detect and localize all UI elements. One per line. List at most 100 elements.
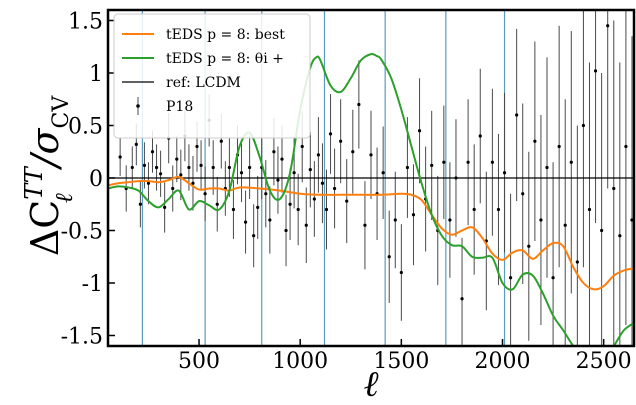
errorbar-point [159, 172, 163, 176]
y-axis-title-sup: TT [20, 165, 48, 199]
errorbar-point [163, 205, 167, 209]
errorbar-point [357, 102, 361, 107]
errorbar-point [308, 168, 312, 172]
errorbar-point [521, 192, 525, 196]
errorbar-series [118, 10, 634, 346]
errorbar-point [296, 207, 300, 212]
errorbar-point [195, 144, 199, 149]
errorbar-point [539, 218, 543, 222]
errorbar-point [581, 123, 586, 128]
series-line-2 [108, 52, 634, 346]
legend-label: ref: LCDM [166, 75, 241, 91]
errorbar-point [417, 129, 422, 133]
y-tick-label: 0 [89, 167, 103, 192]
errorbar-point [284, 228, 288, 233]
y-tick-label: -1 [82, 272, 103, 297]
errorbar-point [569, 160, 573, 164]
errorbar-point [268, 218, 272, 222]
legend-box [113, 13, 311, 139]
errorbar-point [502, 171, 507, 175]
errorbar-point [478, 134, 482, 138]
errorbar-point [399, 270, 403, 275]
legend: tEDS p = 8: best tEDS p = 8: θi + ref: LCD… [113, 13, 311, 139]
y-tick-label: 1 [89, 62, 103, 87]
errorbar-point [618, 234, 622, 238]
errorbar-point [142, 163, 147, 167]
errorbar-point [219, 139, 223, 143]
errorbar-point [430, 163, 434, 167]
y-axis-title: ΔCTTℓ/σCV [20, 95, 78, 257]
x-tick-label: 1000 [272, 349, 328, 374]
errorbar-point [272, 150, 276, 154]
line-series [108, 52, 634, 346]
errorbar-point [508, 276, 513, 280]
errorbar-point [363, 223, 367, 227]
series-line-1 [108, 175, 634, 291]
errorbar-point [448, 218, 452, 222]
x-tick-label: 2000 [475, 349, 531, 374]
x-axis-ticks: 500 1000 1500 2000 2500 [178, 339, 632, 374]
errorbar-point [256, 205, 260, 209]
errorbar-point [600, 228, 604, 233]
x-tick-label: 500 [178, 349, 220, 374]
errorbar-point [264, 192, 268, 196]
errorbar-point [442, 160, 446, 164]
y-tick-label: 0.5 [68, 115, 103, 140]
errorbar-point [575, 260, 579, 264]
errorbar-point [411, 213, 416, 217]
errorbar-point [211, 165, 215, 170]
legend-label: tEDS p = 8: best [166, 27, 285, 43]
errorbar-point [472, 207, 476, 212]
errorbar-point [239, 171, 244, 175]
errorbar-point [351, 150, 355, 154]
errorbar-point [593, 69, 598, 73]
y-tick-label: -1.5 [61, 325, 103, 350]
errorbar-point [557, 144, 561, 149]
errorbar-point [612, 186, 616, 191]
legend-swatch-point [136, 104, 140, 108]
errorbar-point [300, 144, 304, 149]
legend-label: P18 [166, 99, 193, 115]
errorbar-point [381, 171, 385, 175]
errorbar-point [154, 165, 159, 170]
errorbar-point [231, 207, 236, 212]
x-axis-title: ℓ [364, 364, 379, 405]
errorbar-point [118, 155, 122, 159]
errorbar-point [460, 297, 464, 301]
x-tick-label: 1500 [373, 349, 429, 374]
errorbar-point [405, 165, 410, 170]
errorbar-point [624, 144, 628, 149]
errorbar-point [203, 192, 207, 196]
errorbar-point [199, 163, 203, 167]
errorbar-point [292, 171, 296, 175]
errorbar-point [490, 160, 494, 164]
x-tick-label: 2500 [576, 349, 632, 374]
errorbar-point [320, 181, 325, 185]
errorbar-point [324, 207, 329, 212]
errorbar-point [606, 24, 610, 28]
errorbar-point [191, 181, 195, 185]
y-axis-title-main: ΔC [23, 200, 67, 257]
y-axis-ticks: 1.5 1 0.5 0 -0.5 -1 -1.5 [61, 10, 115, 350]
errorbar-point [179, 173, 183, 177]
errorbar-point [545, 165, 549, 170]
errorbar-point [138, 202, 142, 206]
errorbar-point [171, 186, 175, 191]
errorbar-point [496, 207, 501, 212]
errorbar-point [515, 113, 519, 117]
errorbar-point [276, 178, 280, 182]
errorbar-point [328, 132, 333, 136]
errorbar-point [312, 197, 316, 201]
errorbar-point [304, 223, 308, 227]
errorbar-point [134, 142, 138, 146]
errorbar-point [288, 202, 292, 206]
errorbar-point [551, 276, 555, 280]
errorbar-point [227, 165, 231, 170]
errorbar-point [187, 165, 191, 170]
errorbar-point [146, 181, 151, 185]
y-axis-title-div-sub: CV [49, 95, 74, 129]
errorbar-point [533, 139, 537, 143]
errorbar-point [387, 255, 391, 259]
errorbar-point [466, 160, 470, 164]
y-axis-title-div: /σ [23, 127, 67, 171]
